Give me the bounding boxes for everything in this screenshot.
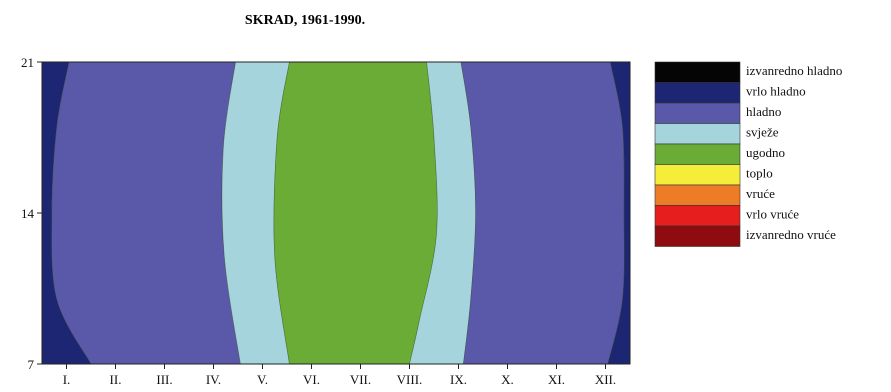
legend-swatch-toplo bbox=[654, 164, 741, 186]
legend-swatch-svje-e bbox=[654, 123, 741, 145]
x-tick-label-7: VII. bbox=[350, 372, 371, 387]
plot-regions bbox=[41, 61, 631, 365]
legend-swatch-ugodno bbox=[654, 143, 741, 165]
x-tick-label-8: VIII. bbox=[397, 372, 423, 387]
x-tick-label-1: I. bbox=[63, 372, 71, 387]
legend-label-vrlo-vru-e: vrlo vruće bbox=[746, 207, 799, 222]
y-tick-label-14: 14 bbox=[21, 206, 35, 221]
legend-swatch-izvanredno-vru-e bbox=[654, 225, 741, 247]
legend-swatch-vrlo-vru-e bbox=[654, 205, 741, 227]
legend-swatch-vrlo-hladno bbox=[654, 82, 741, 104]
x-tick-label-12: XII. bbox=[595, 372, 616, 387]
chart-title: SKRAD, 1961-1990. bbox=[245, 13, 365, 28]
legend-label-vru-e: vruće bbox=[746, 186, 775, 201]
region-hladno-1 bbox=[51, 61, 241, 365]
region-hladno-5 bbox=[460, 61, 625, 365]
y-tick-label-21: 21 bbox=[21, 55, 34, 70]
legend-label-toplo: toplo bbox=[746, 166, 773, 181]
legend-label-vrlo-hladno: vrlo hladno bbox=[746, 84, 806, 99]
x-tick-label-9: IX. bbox=[450, 372, 467, 387]
x-tick-label-10: X. bbox=[501, 372, 514, 387]
region-ugodno-3 bbox=[273, 61, 438, 365]
x-tick-label-6: VI. bbox=[303, 372, 320, 387]
legend-swatch-vru-e bbox=[654, 184, 741, 206]
legend: izvanredno hladno vrlo hladno hladno svježe… bbox=[654, 61, 842, 247]
legend-swatch-izvanredno-hladno bbox=[654, 61, 741, 83]
x-tick-label-2: II. bbox=[110, 372, 122, 387]
legend-label-hladno: hladno bbox=[746, 104, 781, 119]
x-tick-label-11: XI. bbox=[548, 372, 565, 387]
x-axis: I. II. III. IV. V. VI. VII. VIII. IX. X. XI. XII. bbox=[63, 364, 616, 387]
x-tick-label-3: III. bbox=[156, 372, 172, 387]
y-tick-label-7: 7 bbox=[28, 357, 35, 372]
legend-label-izvanredno-vru-e: izvanredno vruće bbox=[746, 227, 836, 242]
y-axis: 7 14 21 bbox=[21, 55, 42, 372]
legend-swatch-hladno bbox=[654, 102, 741, 124]
legend-label-ugodno: ugodno bbox=[746, 145, 785, 160]
legend-label-izvanredno-hladno: izvanredno hladno bbox=[746, 63, 842, 78]
x-tick-label-5: V. bbox=[257, 372, 268, 387]
legend-label-svje-e: svježe bbox=[746, 125, 779, 140]
x-tick-label-4: IV. bbox=[206, 372, 221, 387]
